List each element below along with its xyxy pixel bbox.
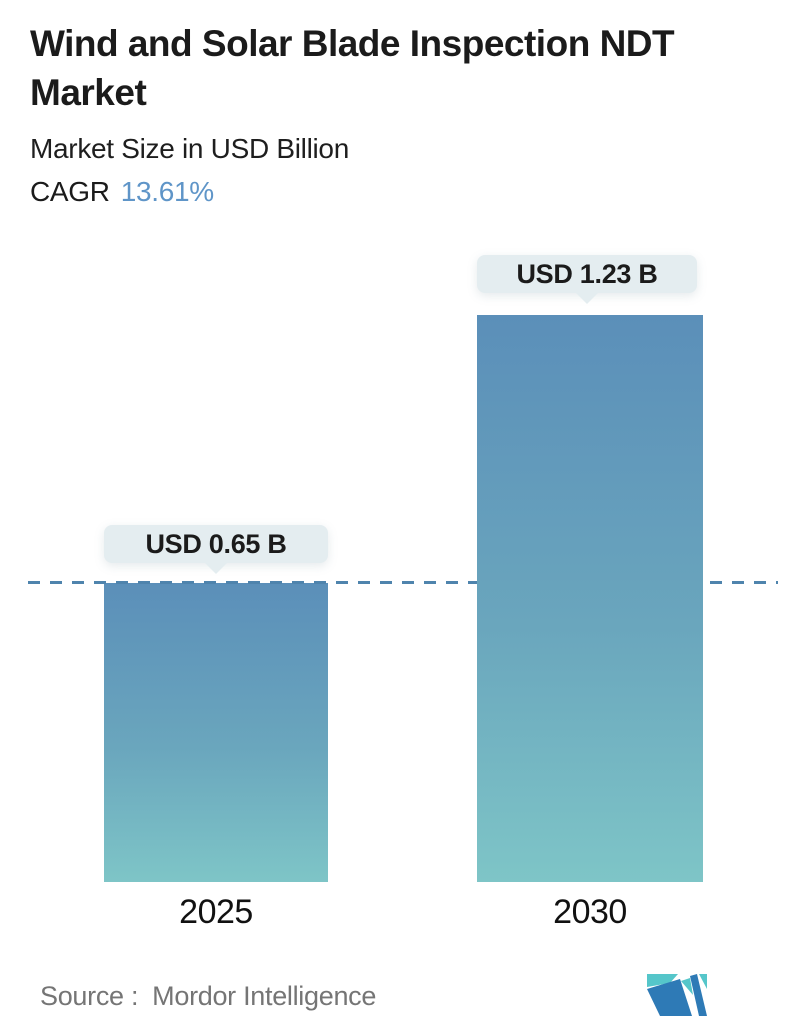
chart-header: Wind and Solar Blade Inspection NDT Mark…: [30, 20, 766, 208]
mordor-intelligence-logo: [647, 974, 707, 1016]
value-label-2030: USD 1.23 B: [477, 255, 697, 293]
cagr-label: CAGR: [30, 175, 110, 207]
cagr-row: CAGR 13.61%: [30, 176, 766, 208]
source-attribution: Source : Mordor Intelligence: [40, 981, 376, 1012]
chart-subtitle: Market Size in USD Billion: [30, 132, 349, 164]
reference-dash-line: [28, 581, 778, 584]
cagr-value: 13.61%: [120, 175, 214, 207]
x-axis-label-2025: 2025: [179, 893, 253, 931]
value-label-2025: USD 0.65 B: [104, 525, 328, 563]
bar-2030: [477, 315, 703, 882]
x-axis-label-2030: 2030: [553, 893, 627, 931]
page-title-line-2: Market: [30, 71, 147, 113]
source-label: Source :: [40, 981, 139, 1011]
bar-2025: [104, 583, 328, 882]
source-value: Mordor Intelligence: [152, 981, 377, 1011]
page-title-line-1: Wind and Solar Blade Inspection NDT: [30, 23, 675, 64]
page-title: Wind and Solar Blade Inspection NDT Mark…: [30, 20, 766, 118]
